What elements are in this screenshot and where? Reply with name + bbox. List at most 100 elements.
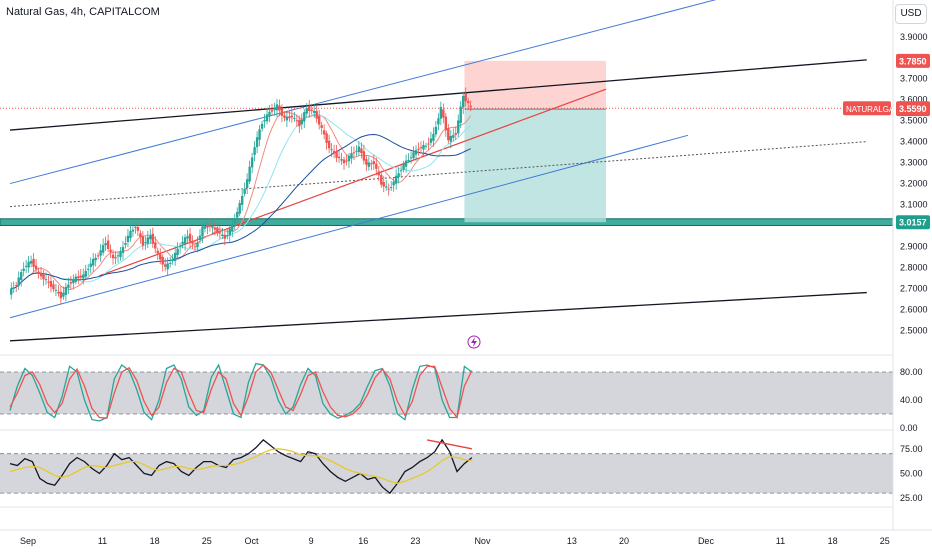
candle-body — [34, 265, 38, 270]
candle-body — [96, 255, 100, 257]
candle-body — [54, 289, 58, 291]
candle-body — [409, 157, 413, 159]
y-tick-label: 3.5000 — [900, 116, 928, 126]
rsi-tick-label: 50.00 — [900, 468, 923, 478]
candle-body — [250, 157, 254, 168]
x-tick-label: 25 — [880, 536, 890, 546]
x-tick-label: 18 — [828, 536, 838, 546]
candle-body — [288, 116, 291, 119]
rsi-band — [0, 453, 893, 494]
candle-body — [91, 258, 95, 266]
candle-body — [350, 153, 353, 159]
candle-body — [347, 156, 351, 162]
candle-body — [263, 120, 266, 122]
candle-body — [355, 150, 358, 152]
candle-body — [156, 250, 159, 254]
candle-body — [454, 133, 457, 135]
candle-body — [106, 240, 110, 249]
candle-body — [186, 236, 189, 239]
candle-body — [193, 246, 197, 248]
stoch-tick-label: 80.00 — [900, 367, 923, 377]
candle-body — [134, 226, 137, 228]
candle-body — [439, 107, 443, 119]
x-tick-label: Nov — [474, 536, 491, 546]
candle-body — [422, 145, 425, 150]
candle-body — [442, 109, 445, 118]
currency-button[interactable]: USD — [895, 4, 927, 24]
candle-body — [317, 116, 321, 125]
y-tick-label: 3.4000 — [900, 137, 928, 147]
x-tick-label: 18 — [150, 536, 160, 546]
candle-body — [131, 229, 135, 232]
candle-body — [64, 286, 68, 295]
y-tick-label: 3.6000 — [900, 95, 928, 105]
x-tick-label: 9 — [309, 536, 314, 546]
candle-body — [168, 262, 172, 264]
candle-body — [429, 138, 433, 143]
x-tick-label: 16 — [358, 536, 368, 546]
price-label-box — [896, 215, 930, 230]
ma-fast — [11, 111, 472, 291]
x-tick-label: 23 — [410, 536, 420, 546]
candle-body — [285, 116, 289, 121]
candle-body — [77, 276, 80, 279]
candle-body — [340, 159, 343, 161]
x-tick-label: 11 — [98, 536, 107, 546]
candle-body — [407, 159, 410, 161]
candle-body — [226, 235, 229, 237]
candle-body — [342, 159, 346, 164]
candle-body — [444, 116, 448, 131]
price-label-value: 3.0157 — [899, 218, 927, 228]
candle-body — [382, 182, 385, 187]
trendline-long-support — [9, 291, 867, 342]
candle-body — [362, 151, 366, 161]
candle-body — [273, 108, 276, 111]
candle-body — [171, 259, 174, 261]
candle-body — [32, 258, 35, 267]
candle-body — [404, 160, 408, 167]
candle-body — [10, 288, 13, 295]
candle-body — [392, 181, 395, 186]
candle-body — [228, 228, 231, 236]
candle-body — [166, 263, 169, 270]
candle-body — [164, 264, 167, 267]
candle-body — [47, 281, 50, 283]
candle-body — [82, 274, 85, 279]
x-tick-label: 11 — [776, 536, 785, 546]
candle-body — [144, 242, 147, 244]
candle-body — [24, 265, 28, 267]
candle-body — [44, 279, 48, 281]
candle-body — [161, 256, 164, 265]
candle-body — [248, 166, 251, 182]
support-zone — [0, 218, 894, 226]
candle-body — [72, 279, 75, 284]
candle-body — [464, 93, 467, 102]
candle-body — [104, 243, 107, 246]
candle-body — [320, 125, 323, 128]
candle-body — [101, 245, 105, 253]
candle-body — [42, 273, 45, 280]
candle-body — [372, 161, 376, 164]
candle-body — [385, 186, 388, 188]
y-tick-label: 2.5000 — [900, 325, 928, 335]
candle-body — [59, 291, 63, 299]
rsi-series-0 — [9, 438, 473, 495]
candle-body — [119, 251, 122, 258]
candle-body — [39, 272, 43, 277]
candle-body — [183, 237, 187, 244]
candle-body — [243, 189, 246, 194]
candle-body — [290, 115, 294, 118]
candle-body — [308, 105, 311, 111]
candle-body — [87, 268, 90, 270]
candle-body — [432, 133, 435, 141]
candle-body — [231, 224, 234, 232]
trendline-upper-channel — [9, 0, 717, 185]
candle-body — [377, 171, 380, 176]
candle-body — [327, 140, 331, 149]
candle-body — [367, 162, 371, 167]
rsi-tick-label: 25.00 — [900, 493, 923, 503]
x-tick-label: 25 — [202, 536, 212, 546]
candle-body — [322, 130, 326, 135]
